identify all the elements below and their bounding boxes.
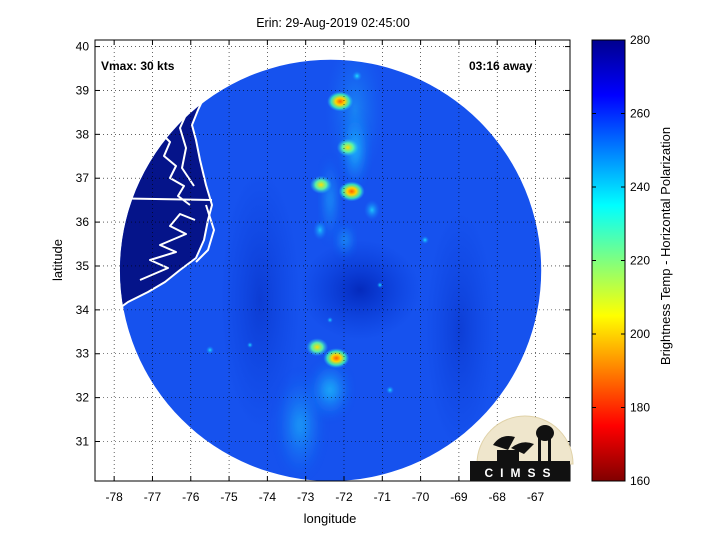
x-tick-label: -70 [412, 490, 430, 504]
time-away-annotation: 03:16 away [469, 59, 533, 73]
logo-tower-leg [538, 434, 541, 461]
y-tick-label: 39 [76, 83, 90, 97]
x-tick-label: -77 [144, 490, 162, 504]
x-tick-label: -75 [220, 490, 238, 504]
swath-cyan-streak [335, 222, 355, 258]
y-tick-label: 32 [76, 391, 90, 405]
chart-title: Erin: 29-Aug-2019 02:45:00 [256, 16, 410, 30]
y-tick-label: 38 [76, 127, 90, 141]
x-tick-label: -74 [259, 490, 277, 504]
x-tick-label: -69 [450, 490, 468, 504]
west-shore-line [139, 89, 156, 159]
y-tick-label: 34 [76, 303, 90, 317]
grid-lines [95, 40, 570, 481]
cold-core-mark [327, 91, 354, 112]
colorbar-tick-label: 180 [630, 401, 650, 415]
swath-small-cell [386, 386, 394, 394]
vmax-annotation: Vmax: 30 kts [101, 59, 175, 73]
y-tick-label: 31 [76, 435, 90, 449]
logo-base-band [470, 461, 570, 481]
swath-small-cell [421, 236, 429, 244]
cold-core-mark [306, 338, 329, 357]
cold-core-mark [338, 181, 365, 202]
logo-radar-dish [511, 442, 534, 454]
cold-core-mark [323, 348, 350, 369]
x-tick-label: -72 [335, 490, 353, 504]
y-tick-label: 40 [76, 40, 90, 54]
pamlico-sound-line [139, 213, 196, 281]
swath-dark-east-band [425, 210, 495, 450]
colorbar-ticks: 160 180 200 220 240 260 280 [592, 33, 650, 488]
colorbar: 160 180 200 220 240 260 280 Brightness Temp - … [591, 33, 673, 488]
y-tick-label: 36 [76, 215, 90, 229]
cold-core-mark [310, 175, 333, 194]
logo-radar-dish [493, 436, 515, 450]
x-tick-label: -68 [489, 490, 507, 504]
y-tick-label: 35 [76, 259, 90, 273]
y-axis-label: latitude [50, 239, 65, 281]
logo-building [497, 450, 519, 461]
chesapeake-bay-line [157, 99, 191, 206]
swath-dark-west-band [220, 170, 300, 430]
x-tick-label: -67 [527, 490, 545, 504]
colorbar-gradient [591, 39, 626, 482]
plot-axes: -78 -77 -76 -75 -74 -73 -72 -71 -70 -69 -68 -67 313… [76, 39, 574, 504]
axes-box [94, 39, 571, 482]
swath-small-cell [247, 342, 253, 348]
swath-small-cell [327, 317, 333, 323]
x-tick-label: -71 [374, 490, 392, 504]
logo-tower-leg [548, 434, 551, 461]
swath-small-cell [352, 71, 362, 81]
swath-cyan-streak [313, 220, 327, 240]
y-axis-ticks: 31 32 33 34 35 36 37 38 39 40 [76, 40, 570, 449]
east-coast-line [95, 40, 241, 319]
brightness-swath [119, 59, 542, 481]
x-tick-label: -73 [297, 490, 315, 504]
chesapeake-east-shore [179, 109, 195, 187]
colorbar-tick-label: 240 [630, 180, 650, 194]
colorbar-label: Brightness Temp - Horizontal Polarizatio… [658, 127, 673, 365]
colorbar-tick-label: 200 [630, 327, 650, 341]
logo-text: CIMSS [484, 466, 557, 480]
y-tick-label: 37 [76, 171, 90, 185]
north-inlet-line [203, 47, 223, 87]
colorbar-tick-label: 260 [630, 107, 650, 121]
swath-cyan-streak [308, 360, 352, 420]
delaware-bay-line [175, 69, 199, 111]
swath-cyan-streak [364, 200, 380, 220]
state-border-line [95, 197, 213, 201]
colorbar-tick-label: 220 [630, 254, 650, 268]
swath-small-cell [377, 282, 383, 288]
cold-core-group [306, 91, 365, 369]
x-axis-ticks: -78 -77 -76 -75 -74 -73 -72 -71 -70 -69 -68 -67 [105, 40, 545, 504]
cimss-logo: CIMSS [470, 415, 574, 481]
cold-core-mark [336, 138, 359, 157]
x-tick-label: -78 [105, 490, 123, 504]
swath-dark-eye-region [300, 240, 420, 340]
outer-banks-line [195, 204, 215, 263]
coastline-outlines [95, 40, 241, 319]
swath-small-cell [206, 346, 214, 354]
x-axis-label: longitude [304, 511, 357, 526]
y-tick-label: 33 [76, 347, 90, 361]
colorbar-tick-label: 160 [630, 474, 650, 488]
x-tick-label: -76 [182, 490, 200, 504]
logo-water-tower [536, 425, 554, 441]
colorbar-tick-label: 280 [630, 33, 650, 47]
